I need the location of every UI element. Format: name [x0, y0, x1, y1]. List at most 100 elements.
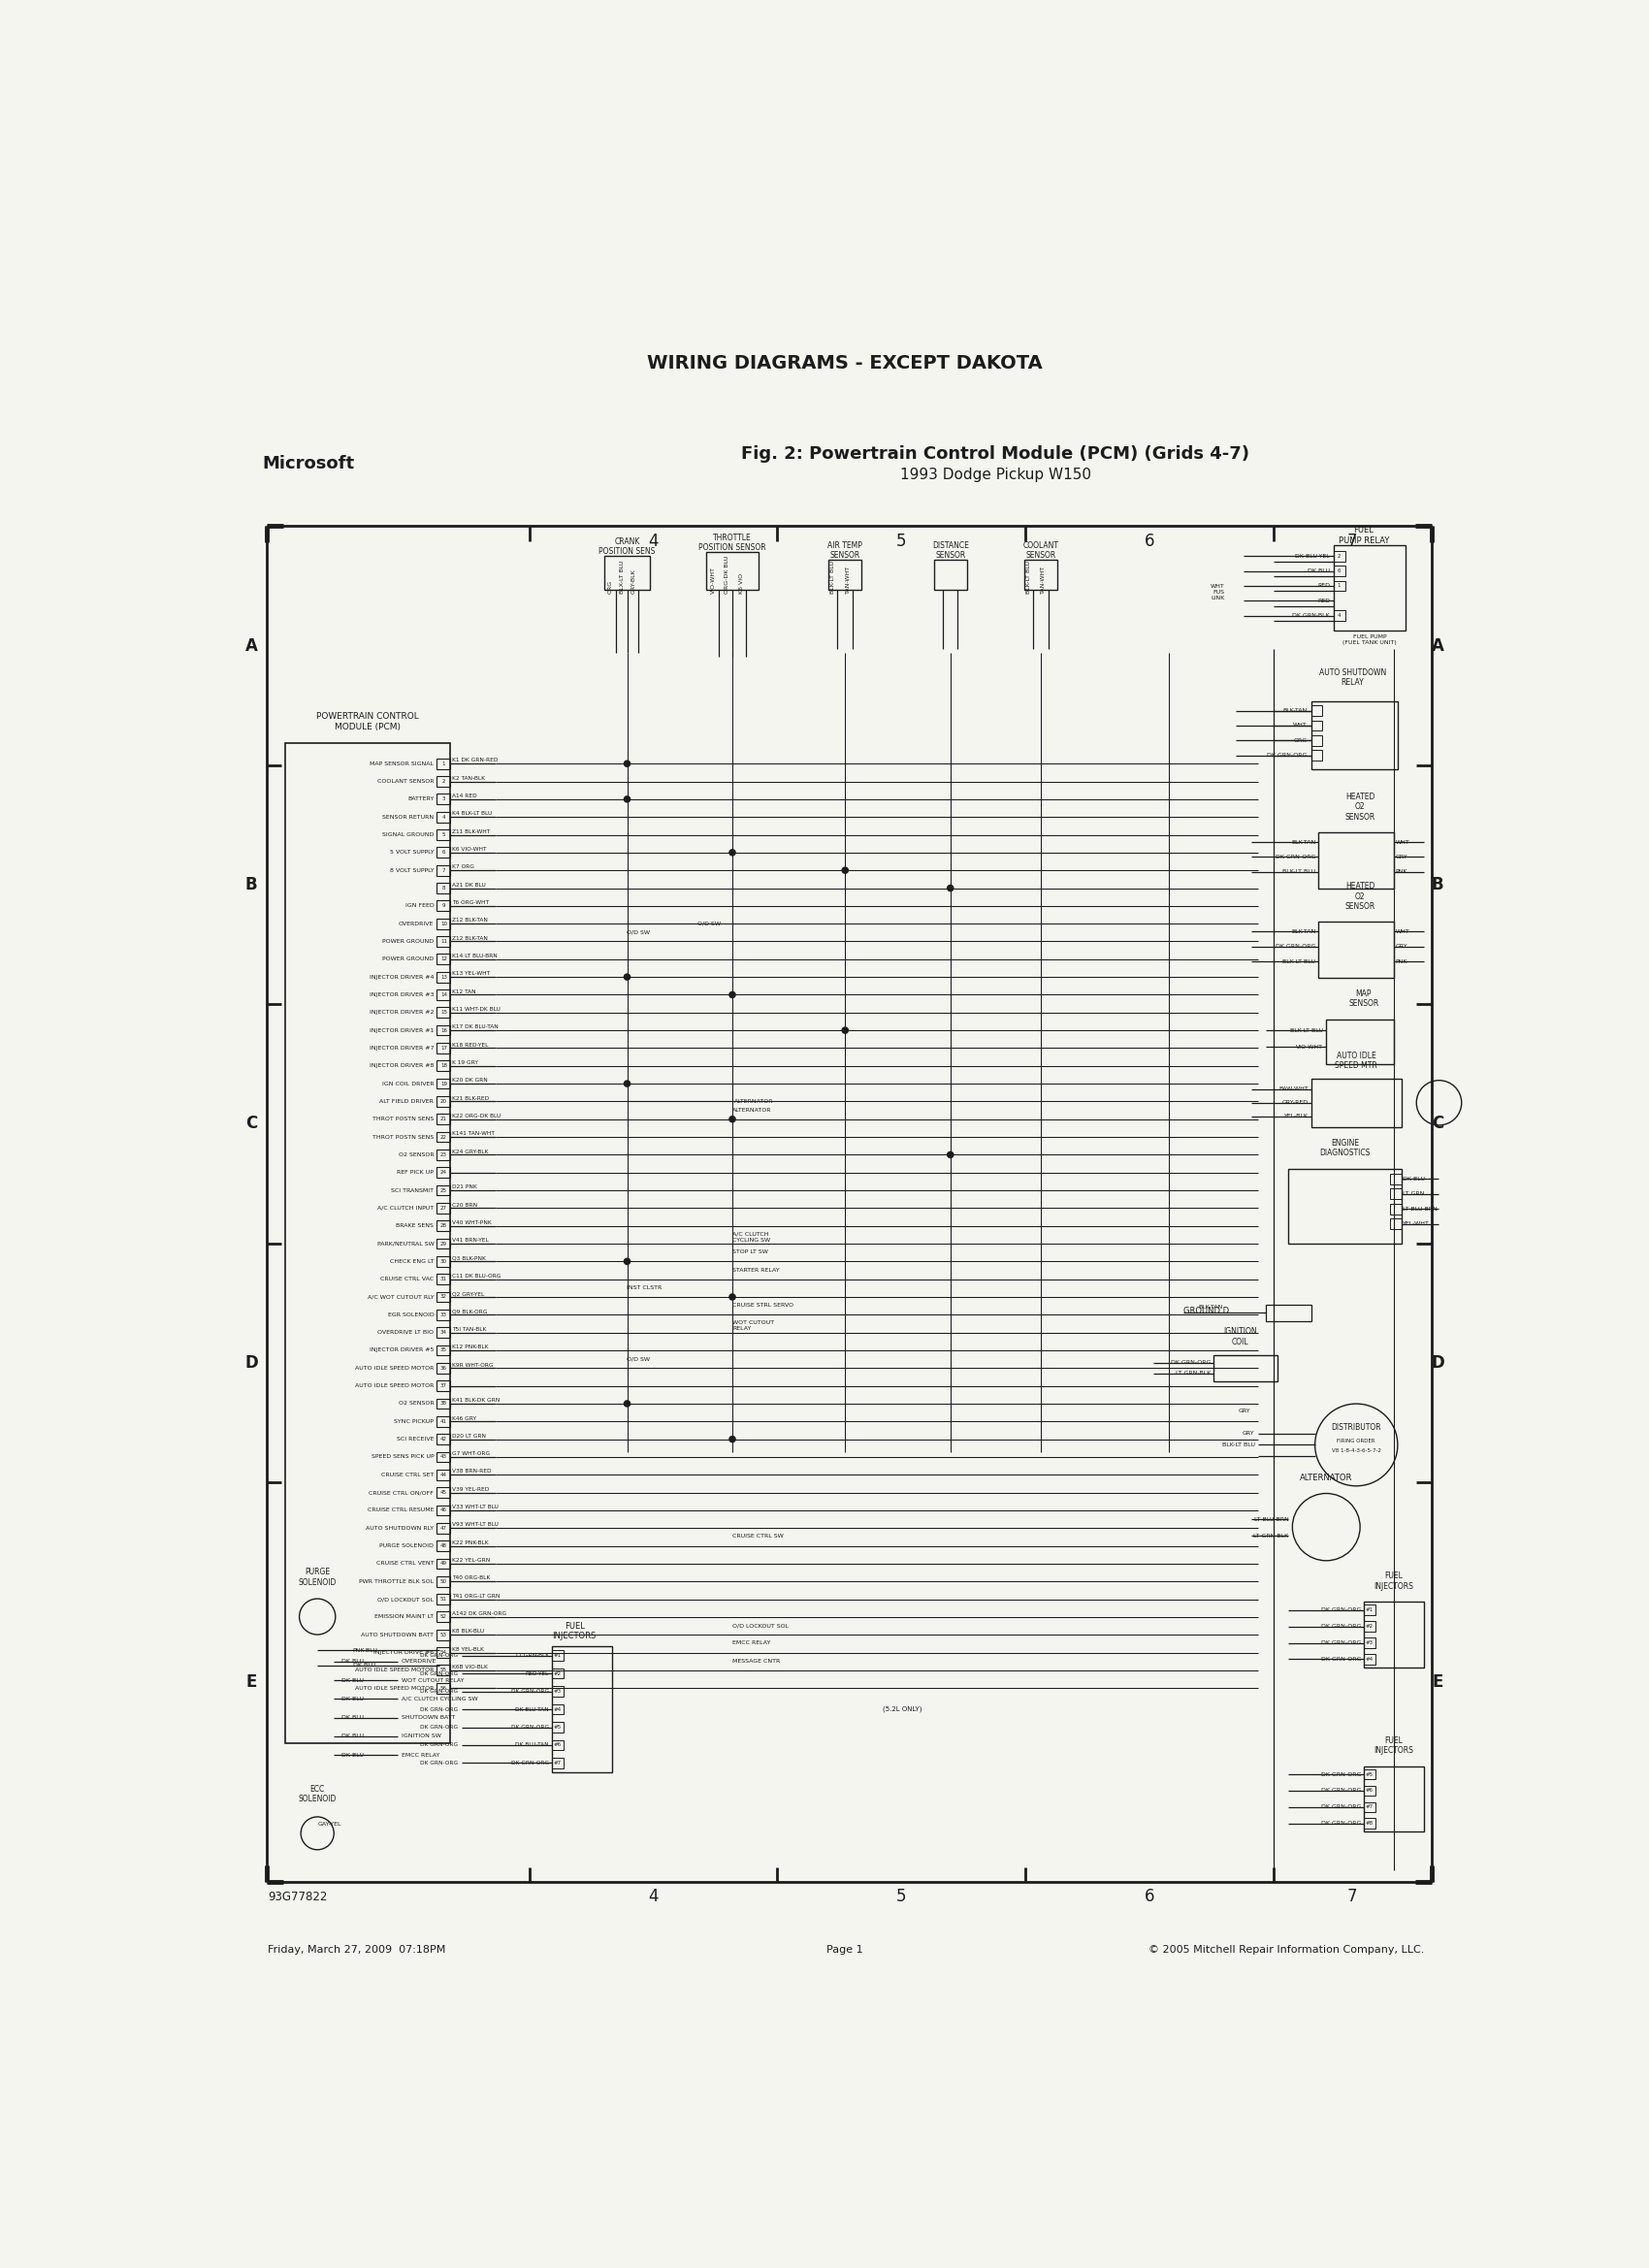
Text: PNK: PNK [1395, 869, 1408, 875]
Circle shape [623, 1080, 630, 1086]
Text: AUTO SHUTDOWN RLY: AUTO SHUTDOWN RLY [366, 1526, 434, 1531]
Text: 46: 46 [440, 1508, 447, 1513]
Bar [437, 1007, 450, 1018]
Text: V39 YEL-RED: V39 YEL-RED [452, 1488, 490, 1492]
Bar [437, 1522, 450, 1533]
Text: 8: 8 [442, 887, 445, 891]
Text: 6: 6 [442, 850, 445, 855]
Text: V8 1-8-4-3-6-5-7-2: V8 1-8-4-3-6-5-7-2 [1331, 1449, 1380, 1454]
Text: #5: #5 [1365, 1771, 1374, 1776]
Text: BLK-LT BLU: BLK-LT BLU [1283, 959, 1316, 964]
Bar [437, 1470, 450, 1481]
Bar [1266, 1304, 1311, 1320]
Text: 17: 17 [440, 1046, 447, 1050]
Text: GRY: GRY [1395, 943, 1408, 948]
Text: FUEL
INJECTORS: FUEL INJECTORS [552, 1622, 597, 1640]
Text: 56: 56 [440, 1685, 447, 1690]
Text: YEL-WHT: YEL-WHT [1403, 1222, 1430, 1227]
Bar [1311, 705, 1322, 717]
Bar [1364, 1606, 1375, 1615]
Text: #1: #1 [554, 1653, 561, 1658]
Text: 3: 3 [442, 796, 445, 801]
Text: DK BLU: DK BLU [1403, 1177, 1425, 1182]
Text: DK GRN-BLK: DK GRN-BLK [1293, 612, 1331, 619]
Text: 44: 44 [440, 1472, 447, 1476]
Text: DK BLU: DK BLU [341, 1715, 364, 1719]
Text: Q9 BLK-ORG: Q9 BLK-ORG [452, 1309, 486, 1313]
Text: K24 GRY-BLK: K24 GRY-BLK [452, 1150, 488, 1154]
Text: OVERDRIVE: OVERDRIVE [402, 1660, 437, 1665]
Text: ALTERNATOR: ALTERNATOR [1299, 1474, 1352, 1483]
Text: ORG: ORG [1294, 737, 1308, 744]
Text: EMISSION MAINT LT: EMISSION MAINT LT [374, 1615, 434, 1619]
Text: D21 PNK: D21 PNK [452, 1184, 477, 1188]
Bar [1311, 721, 1322, 730]
Text: A/C CLUTCH
CYCLING SW: A/C CLUTCH CYCLING SW [732, 1232, 770, 1243]
Bar [437, 1683, 450, 1694]
Text: K 19 GRY: K 19 GRY [452, 1059, 478, 1066]
Text: PWR THROTTLE BLK SOL: PWR THROTTLE BLK SOL [359, 1579, 434, 1583]
Text: V93 WHT-LT BLU: V93 WHT-LT BLU [452, 1522, 498, 1526]
Bar [552, 1703, 564, 1715]
Text: 1: 1 [442, 762, 445, 767]
Bar [1364, 1769, 1375, 1780]
Bar [437, 1025, 450, 1036]
Bar [437, 848, 450, 857]
Text: BLK-LT BLU: BLK-LT BLU [1290, 1027, 1322, 1032]
Text: FUEL PUMP
(FUEL TANK UNIT): FUEL PUMP (FUEL TANK UNIT) [1342, 635, 1397, 644]
Bar [437, 1114, 450, 1125]
Bar [1364, 1653, 1375, 1665]
Text: LT GRN-BLK: LT GRN-BLK [1253, 1533, 1288, 1538]
Text: SIGNAL GROUND: SIGNAL GROUND [383, 832, 434, 837]
Text: STOP LT SW: STOP LT SW [732, 1250, 768, 1254]
Text: V41 BRN-YEL: V41 BRN-YEL [452, 1238, 488, 1243]
Bar [437, 1506, 450, 1515]
Text: DK GRN-ORG: DK GRN-ORG [1171, 1361, 1210, 1365]
Bar [1364, 1622, 1375, 1631]
Bar [552, 1740, 564, 1751]
Text: SPEED SENS PICK UP: SPEED SENS PICK UP [371, 1454, 434, 1458]
Text: COOLANT
SENSOR: COOLANT SENSOR [1022, 540, 1059, 560]
Text: K6B VIO-BLK: K6B VIO-BLK [452, 1665, 488, 1669]
Text: O2 SENSOR: O2 SENSOR [399, 1152, 434, 1157]
Bar [437, 1256, 450, 1266]
Text: O/D SW: O/D SW [627, 930, 650, 934]
Text: ORG: ORG [608, 581, 613, 594]
Bar [828, 560, 862, 590]
Circle shape [729, 850, 735, 855]
Text: GAY-YEL: GAY-YEL [317, 1821, 341, 1828]
Text: K22 YEL-GRN: K22 YEL-GRN [452, 1558, 490, 1563]
Text: O/D LOCKOUT SOL: O/D LOCKOUT SOL [732, 1624, 788, 1628]
Text: PURGE
SOLENOID: PURGE SOLENOID [298, 1567, 336, 1588]
Text: C: C [246, 1116, 257, 1132]
Text: WHT: WHT [1395, 839, 1410, 844]
Text: BAW-WHT: BAW-WHT [1278, 1086, 1308, 1091]
Text: V33 WHT-LT BLU: V33 WHT-LT BLU [452, 1504, 498, 1510]
Text: CRUISE CTRL VAC: CRUISE CTRL VAC [381, 1277, 434, 1281]
Text: ECC
SOLENOID: ECC SOLENOID [298, 1785, 336, 1803]
Bar [437, 1576, 450, 1588]
Text: EMCC RELAY: EMCC RELAY [402, 1753, 440, 1758]
Bar [1364, 1819, 1375, 1828]
Text: RED: RED [1318, 599, 1331, 603]
Text: IGNITION
COIL: IGNITION COIL [1224, 1327, 1257, 1347]
Text: DK GRN-ORG: DK GRN-ORG [1321, 1658, 1360, 1662]
Text: K22 PNK-BLK: K22 PNK-BLK [452, 1540, 488, 1545]
Text: 12: 12 [440, 957, 447, 962]
Text: THROT POSTN SENS: THROT POSTN SENS [373, 1134, 434, 1139]
Text: D20 LT GRN: D20 LT GRN [452, 1433, 486, 1438]
Text: DK GRN-ORG: DK GRN-ORG [420, 1672, 458, 1676]
Text: AUTO SHUTDOWN BATT: AUTO SHUTDOWN BATT [361, 1633, 434, 1637]
Text: E: E [1431, 1674, 1443, 1690]
Text: LT GRN-BLK: LT GRN-BLK [1176, 1370, 1210, 1377]
Text: DK BLU: DK BLU [341, 1696, 364, 1701]
Text: BLK-TAN: BLK-TAN [1291, 839, 1316, 844]
Text: BLK-TAN: BLK-TAN [1283, 708, 1308, 712]
Text: 4: 4 [1337, 612, 1341, 619]
Text: CRUISE CTRL RESUME: CRUISE CTRL RESUME [368, 1508, 434, 1513]
Text: #2: #2 [554, 1672, 561, 1676]
Text: 30: 30 [440, 1259, 447, 1263]
Bar [437, 1540, 450, 1551]
Bar [437, 1293, 450, 1302]
Bar [437, 1238, 450, 1250]
